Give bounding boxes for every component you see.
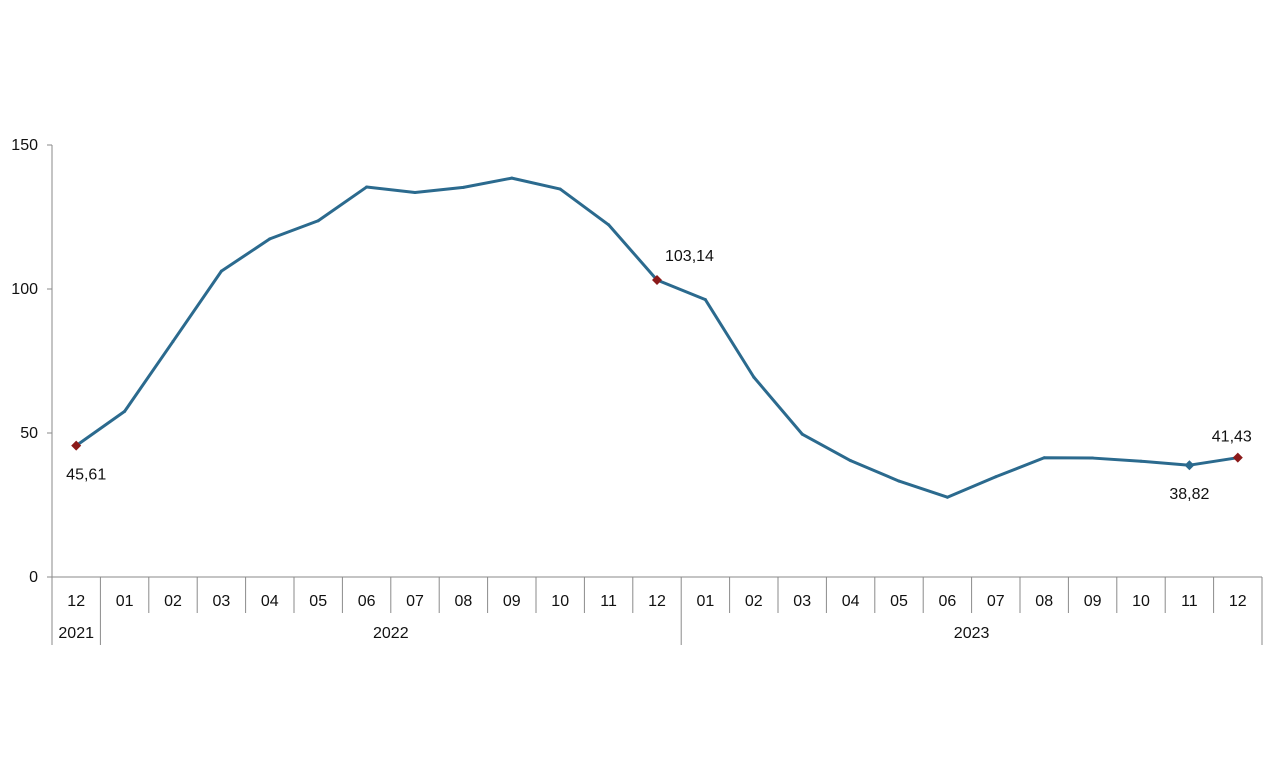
x-tick-label: 10 [1132,593,1150,610]
y-tick-label: 150 [11,137,38,154]
data-point [703,298,707,302]
x-tick-label: 01 [116,593,134,610]
data-point [849,459,853,463]
data-point [945,495,949,499]
year-label: 2021 [58,625,94,642]
data-point [171,339,175,343]
y-tick-label: 50 [20,425,38,442]
data-point [123,409,127,413]
x-tick-label: 07 [406,593,424,610]
x-tick-label: 01 [697,593,715,610]
x-tick-label: 10 [551,593,569,610]
x-tick-label: 09 [1084,593,1102,610]
year-label: 2023 [954,625,990,642]
x-tick-label: 04 [261,593,279,610]
data-point [1091,456,1095,460]
x-tick-label: 06 [358,593,376,610]
x-tick-label: 03 [793,593,811,610]
data-point [365,185,369,189]
x-tick-label: 12 [1229,593,1247,610]
data-point [800,432,804,436]
highlight-marker [1232,452,1243,463]
x-tick-label: 11 [600,593,617,610]
data-point [1042,456,1046,460]
year-label: 2022 [373,625,409,642]
data-label: 103,14 [665,248,714,265]
data-label: 45,61 [66,467,106,484]
x-tick-label: 11 [1181,593,1198,610]
x-tick-label: 07 [987,593,1005,610]
data-point [461,185,465,189]
data-label: 38,82 [1169,486,1209,503]
x-tick-label: 05 [890,593,908,610]
series-line [74,176,1240,499]
highlight-marker [652,274,662,285]
x-tick-label: 12 [648,593,666,610]
data-point [268,237,272,241]
data-point [607,223,611,227]
data-point [219,269,223,273]
x-tick-label: 06 [939,593,957,610]
x-tick-label: 05 [309,593,327,610]
y-tick-label: 100 [11,281,38,298]
x-tick-label: 02 [164,593,182,610]
data-label: 41,43 [1212,429,1252,446]
data-point [752,375,756,379]
x-tick-label: 04 [842,593,860,610]
y-tick-label: 0 [29,569,38,586]
data-point [316,219,320,223]
x-tick-label: 08 [455,593,473,610]
highlight-marker [71,440,82,451]
data-point [510,176,514,180]
data-point [1139,459,1143,463]
x-tick-label: 09 [503,593,521,610]
data-point [413,191,417,195]
data-point [994,475,998,479]
highlight-marker [1184,460,1195,471]
data-point [897,479,901,483]
x-tick-label: 03 [213,593,231,610]
x-tick-label: 08 [1035,593,1053,610]
x-tick-label: 12 [67,593,85,610]
x-tick-label: 02 [745,593,763,610]
data-point [558,187,562,191]
